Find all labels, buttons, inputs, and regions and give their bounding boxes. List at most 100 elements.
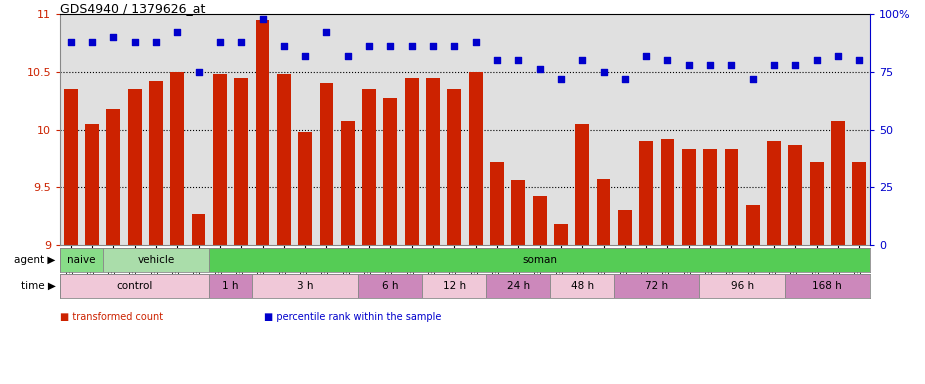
Point	[298, 53, 313, 59]
Point	[852, 57, 867, 63]
Bar	[550, 274, 614, 298]
Bar	[426, 78, 440, 245]
Bar	[682, 149, 696, 245]
Bar	[209, 274, 252, 298]
Point	[618, 76, 633, 82]
Bar	[319, 83, 333, 245]
Bar	[149, 81, 163, 245]
Bar	[209, 248, 870, 272]
Point	[639, 53, 654, 59]
Bar	[853, 162, 867, 245]
Point	[128, 39, 142, 45]
Bar	[340, 121, 354, 245]
Bar	[85, 124, 99, 245]
Text: agent ▶: agent ▶	[14, 255, 56, 265]
Bar	[490, 162, 504, 245]
Bar	[60, 248, 103, 272]
Bar	[597, 179, 610, 245]
Text: naive: naive	[68, 255, 95, 265]
Point	[362, 43, 376, 50]
Bar	[213, 74, 227, 245]
Text: 96 h: 96 h	[731, 281, 754, 291]
Point	[191, 69, 206, 75]
Point	[149, 39, 164, 45]
Point	[340, 53, 355, 59]
Bar	[660, 139, 674, 245]
Text: 168 h: 168 h	[812, 281, 843, 291]
Point	[234, 39, 249, 45]
Text: 24 h: 24 h	[507, 281, 530, 291]
Text: ■ transformed count: ■ transformed count	[60, 312, 163, 322]
Bar	[554, 224, 568, 245]
Bar	[512, 180, 525, 245]
Bar	[255, 20, 269, 245]
Point	[426, 43, 440, 50]
Bar	[298, 132, 312, 245]
Point	[532, 66, 547, 73]
Bar	[618, 210, 632, 245]
Text: 1 h: 1 h	[222, 281, 239, 291]
Bar	[358, 274, 423, 298]
Point	[489, 57, 504, 63]
Bar	[533, 197, 547, 245]
Text: time ▶: time ▶	[20, 281, 56, 291]
Text: control: control	[117, 281, 153, 291]
Bar	[405, 78, 419, 245]
Bar	[469, 72, 483, 245]
Point	[724, 62, 739, 68]
Bar	[191, 214, 205, 245]
Bar	[60, 274, 209, 298]
Bar	[64, 89, 78, 245]
Bar	[487, 274, 550, 298]
Point	[170, 30, 185, 36]
Bar	[614, 274, 699, 298]
Point	[511, 57, 525, 63]
Point	[319, 30, 334, 36]
Point	[746, 76, 760, 82]
Point	[767, 62, 782, 68]
Point	[553, 76, 568, 82]
Point	[703, 62, 718, 68]
Text: 72 h: 72 h	[646, 281, 669, 291]
Point	[447, 43, 462, 50]
Bar	[277, 74, 290, 245]
Point	[788, 62, 803, 68]
Bar	[252, 274, 358, 298]
Point	[84, 39, 99, 45]
Point	[660, 57, 675, 63]
Point	[809, 57, 824, 63]
Text: GDS4940 / 1379626_at: GDS4940 / 1379626_at	[60, 2, 205, 15]
Point	[277, 43, 291, 50]
Text: vehicle: vehicle	[137, 255, 175, 265]
Point	[383, 43, 398, 50]
Point	[574, 57, 589, 63]
Bar	[234, 78, 248, 245]
Point	[105, 34, 120, 40]
Point	[468, 39, 483, 45]
Text: 3 h: 3 h	[297, 281, 314, 291]
Bar	[703, 149, 717, 245]
Point	[404, 43, 419, 50]
Bar	[767, 141, 781, 245]
Bar	[788, 144, 802, 245]
Bar	[423, 274, 487, 298]
Bar	[103, 248, 209, 272]
Bar	[639, 141, 653, 245]
Text: ■ percentile rank within the sample: ■ percentile rank within the sample	[264, 312, 441, 322]
Text: 12 h: 12 h	[443, 281, 466, 291]
Bar	[448, 89, 462, 245]
Point	[63, 39, 78, 45]
Bar	[106, 109, 120, 245]
Point	[596, 69, 611, 75]
Bar	[128, 89, 142, 245]
Bar	[575, 124, 589, 245]
Text: 48 h: 48 h	[571, 281, 594, 291]
Bar	[831, 121, 845, 245]
Point	[213, 39, 228, 45]
Text: 6 h: 6 h	[382, 281, 399, 291]
Bar	[363, 89, 376, 245]
Text: soman: soman	[522, 255, 557, 265]
Bar	[384, 98, 398, 245]
Bar	[784, 274, 870, 298]
Point	[831, 53, 845, 59]
